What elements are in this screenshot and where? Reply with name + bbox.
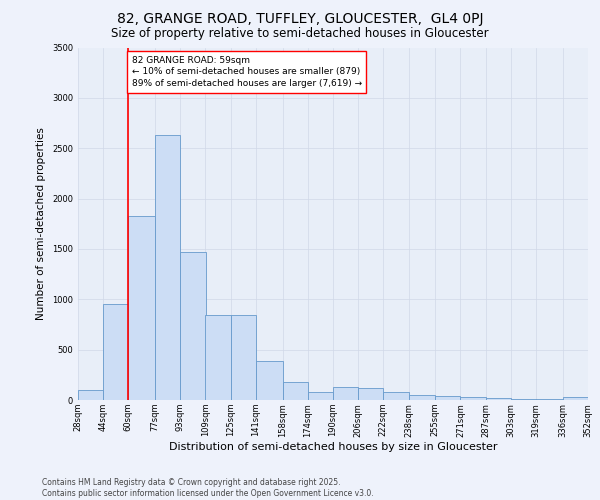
Bar <box>155 135 181 400</box>
Y-axis label: Number of semi-detached properties: Number of semi-detached properties <box>37 128 46 320</box>
Bar <box>461 397 485 400</box>
Bar <box>256 360 283 400</box>
Text: Contains HM Land Registry data © Crown copyright and database right 2025.
Contai: Contains HM Land Registry data © Crown c… <box>42 478 374 498</box>
Bar <box>283 382 308 400</box>
Text: 82, GRANGE ROAD, TUFFLEY, GLOUCESTER,  GL4 0PJ: 82, GRANGE ROAD, TUFFLEY, GLOUCESTER, GL… <box>117 12 483 26</box>
Bar <box>205 316 230 400</box>
X-axis label: Distribution of semi-detached houses by size in Gloucester: Distribution of semi-detached houses by … <box>169 442 497 452</box>
Text: Size of property relative to semi-detached houses in Gloucester: Size of property relative to semi-detach… <box>111 28 489 40</box>
Bar <box>128 216 155 400</box>
Bar <box>436 396 461 400</box>
Bar <box>230 316 256 400</box>
Bar <box>78 390 103 400</box>
Bar <box>485 398 511 400</box>
Bar <box>333 387 358 400</box>
Bar <box>536 399 563 400</box>
Bar <box>181 252 205 400</box>
Bar <box>563 398 588 400</box>
Bar <box>409 395 436 400</box>
Bar <box>511 399 536 400</box>
Bar <box>383 392 409 400</box>
Bar <box>103 304 128 400</box>
Text: 82 GRANGE ROAD: 59sqm
← 10% of semi-detached houses are smaller (879)
89% of sem: 82 GRANGE ROAD: 59sqm ← 10% of semi-deta… <box>131 56 362 88</box>
Bar <box>358 388 383 400</box>
Bar <box>308 392 333 400</box>
